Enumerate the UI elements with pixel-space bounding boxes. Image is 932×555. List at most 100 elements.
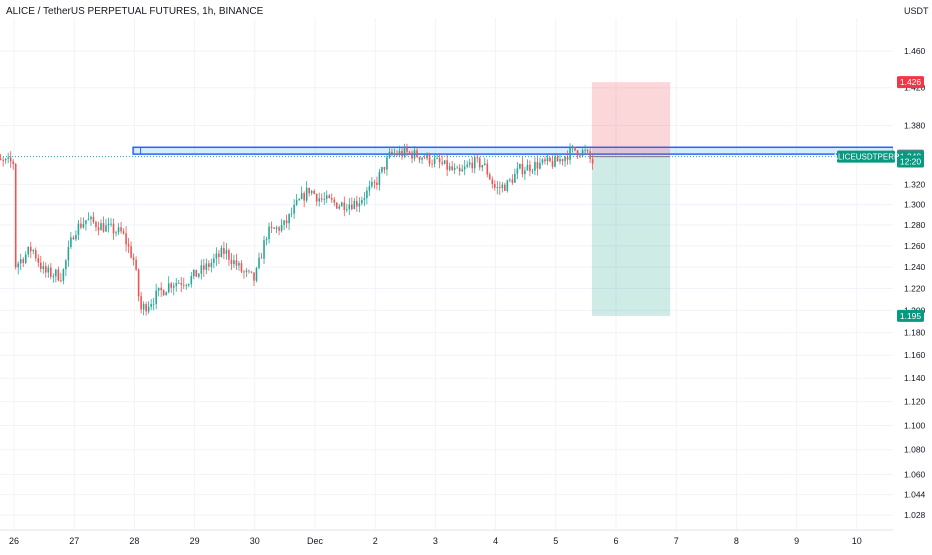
price-axis-bg — [893, 0, 932, 550]
candle — [396, 150, 398, 157]
time-axis-layer: 26 27 28 29 30 Dec 2 3 4 5 6 7 8 9 10 — [0, 529, 932, 550]
candle-body — [541, 159, 544, 163]
candle-body — [115, 232, 117, 234]
candle — [461, 164, 463, 172]
candle-body — [361, 199, 363, 204]
candle-body — [320, 198, 323, 200]
candle-body — [581, 150, 584, 156]
candle-body — [511, 179, 514, 183]
candle — [162, 289, 165, 296]
candle — [130, 241, 132, 259]
candle — [493, 180, 496, 191]
candle-body — [213, 258, 215, 263]
candle-body — [218, 253, 220, 258]
candle — [438, 153, 441, 169]
candle-body — [574, 146, 576, 151]
candle-body — [155, 290, 157, 304]
candle-body — [265, 239, 268, 241]
candle-body — [539, 162, 541, 169]
time-tick-label: 7 — [674, 536, 679, 546]
candle-body — [569, 147, 571, 160]
candle-body — [22, 259, 25, 263]
candle-body — [17, 263, 20, 268]
candle — [308, 187, 310, 197]
candle-body — [290, 213, 293, 215]
candle — [172, 282, 175, 296]
candle-body — [24, 254, 27, 263]
candle — [373, 179, 376, 189]
candle — [185, 283, 188, 290]
candle — [411, 150, 413, 163]
candle — [248, 269, 250, 274]
price-badge-text: 12:20 — [900, 156, 922, 166]
candle-body — [248, 270, 250, 272]
candle-body — [185, 285, 188, 286]
candle — [589, 148, 591, 164]
candle — [42, 261, 45, 274]
candle — [285, 214, 288, 229]
candle-body — [308, 187, 310, 194]
candle — [413, 145, 416, 162]
candle-body — [586, 149, 589, 152]
candle-body — [205, 263, 208, 270]
candle-body — [496, 187, 499, 188]
time-tick-label: 4 — [493, 536, 498, 546]
candle — [19, 253, 22, 271]
candle-body — [9, 157, 12, 162]
candle — [132, 253, 135, 266]
candle-body — [162, 290, 165, 296]
candle — [67, 240, 70, 267]
candle — [476, 153, 479, 163]
candle — [551, 155, 554, 169]
candle-body — [436, 158, 438, 160]
candle — [165, 291, 168, 296]
candle — [458, 164, 461, 176]
candle — [554, 152, 556, 168]
candle — [95, 220, 97, 232]
candle — [27, 246, 30, 258]
candle — [170, 281, 173, 293]
candle — [2, 156, 4, 167]
candle — [386, 153, 388, 176]
price-tick-label: 1.028 — [904, 510, 926, 520]
candle — [436, 153, 438, 160]
candle — [441, 155, 443, 166]
candle-body — [190, 276, 193, 284]
candle-body — [566, 156, 569, 160]
time-tick-label: 2 — [373, 536, 378, 546]
candle-body — [363, 198, 366, 200]
candle-body — [381, 167, 383, 173]
candle-body — [100, 223, 102, 231]
candle — [155, 283, 157, 310]
candle-body — [167, 283, 170, 293]
candle-body — [371, 181, 373, 187]
candle — [451, 160, 453, 172]
candle — [361, 196, 363, 206]
candle-body — [19, 259, 22, 264]
candle-body — [373, 181, 376, 183]
candle — [127, 237, 130, 253]
price-tick-label: 1.320 — [904, 179, 926, 189]
candle-body — [152, 303, 155, 305]
price-badge: 12:20 — [897, 155, 924, 168]
candle — [115, 230, 117, 237]
candle — [366, 187, 368, 205]
candle-body — [368, 186, 371, 191]
time-axis-bg — [0, 530, 932, 550]
candle-body — [210, 262, 213, 268]
candle — [511, 174, 514, 185]
candle-body — [531, 170, 534, 172]
candle — [147, 301, 150, 314]
candle-body — [295, 200, 298, 205]
resistance-zone-box — [132, 146, 895, 155]
candle — [338, 203, 341, 210]
candle-body — [451, 166, 453, 170]
candle — [57, 266, 60, 282]
candle — [433, 153, 436, 168]
candle-body — [421, 157, 423, 160]
candle — [571, 144, 574, 153]
candle — [343, 196, 346, 217]
candle-body — [493, 184, 496, 188]
